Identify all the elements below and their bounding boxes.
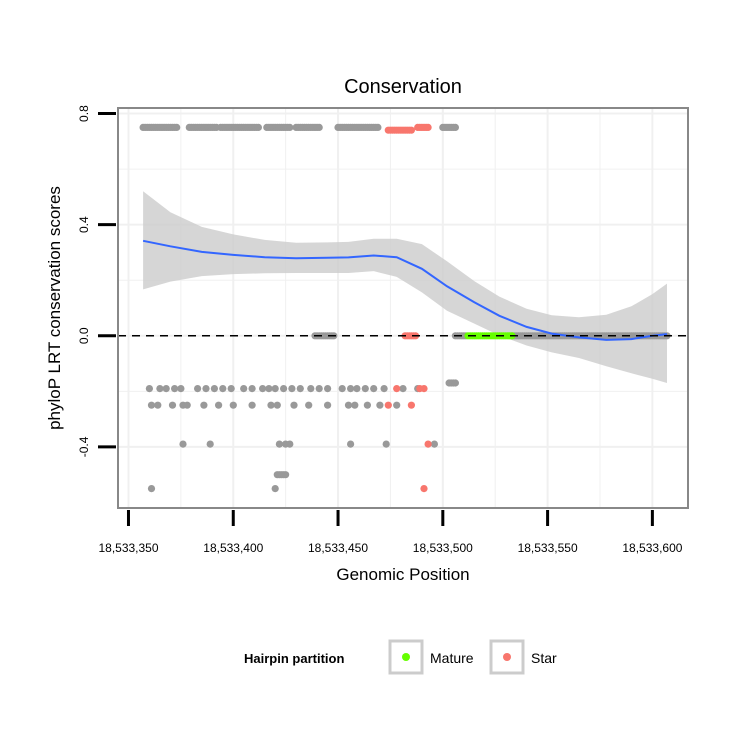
data-point-other bbox=[282, 471, 290, 479]
data-point-other bbox=[290, 401, 298, 409]
data-point-other bbox=[315, 385, 323, 393]
data-point-other bbox=[171, 385, 179, 393]
data-point-star bbox=[407, 126, 415, 134]
y-tick-label: 0.4 bbox=[77, 216, 91, 233]
data-point-other bbox=[380, 385, 388, 393]
data-point-other bbox=[374, 123, 382, 131]
data-point-other bbox=[183, 401, 191, 409]
data-point-other bbox=[451, 379, 459, 387]
data-point-other bbox=[347, 440, 355, 448]
data-point-star bbox=[420, 385, 428, 393]
data-point-other bbox=[200, 401, 208, 409]
data-point-other bbox=[259, 385, 267, 393]
x-tick-label: 18,533,500 bbox=[413, 541, 473, 555]
data-point-other bbox=[363, 401, 371, 409]
data-point-other bbox=[206, 440, 214, 448]
data-point-other bbox=[347, 385, 355, 393]
data-point-other bbox=[267, 401, 275, 409]
smooth-line bbox=[142, 239, 668, 341]
data-point-other bbox=[202, 385, 210, 393]
data-point-other bbox=[229, 401, 237, 409]
data-point-star bbox=[424, 123, 432, 131]
data-point-other bbox=[154, 401, 162, 409]
data-point-other bbox=[361, 385, 369, 393]
data-point-other bbox=[194, 385, 202, 393]
data-point-other bbox=[376, 401, 384, 409]
data-point-other bbox=[305, 401, 313, 409]
legend-label-mature: Mature bbox=[430, 650, 474, 666]
data-point-other bbox=[315, 123, 323, 131]
plot-panel-border bbox=[117, 107, 689, 509]
data-point-other bbox=[248, 401, 256, 409]
data-point-other bbox=[280, 385, 288, 393]
x-tick-label: 18,533,600 bbox=[622, 541, 682, 555]
legend-dot-mature bbox=[402, 653, 410, 661]
data-point-other bbox=[296, 385, 304, 393]
chart-title: Conservation bbox=[344, 76, 462, 98]
data-point-star bbox=[420, 485, 428, 493]
y-tick-label: 0.8 bbox=[77, 105, 91, 122]
data-point-other bbox=[147, 485, 156, 493]
data-point-other bbox=[344, 401, 353, 409]
x-tick-label: 18,533,400 bbox=[203, 541, 263, 555]
x-tick-label: 18,533,550 bbox=[518, 541, 578, 555]
smooth-line-layer bbox=[118, 239, 688, 341]
data-point-other bbox=[271, 385, 279, 393]
data-point-star bbox=[384, 401, 392, 409]
data-point-other bbox=[173, 123, 181, 131]
data-point-other bbox=[240, 385, 248, 393]
data-point-other bbox=[177, 385, 185, 393]
data-point-other bbox=[248, 385, 256, 393]
x-tick-label: 18,533,350 bbox=[98, 541, 158, 555]
legend-dot-star bbox=[503, 653, 511, 661]
data-point-other bbox=[156, 385, 164, 393]
data-point-other bbox=[275, 440, 283, 448]
data-point-other bbox=[288, 385, 296, 393]
data-point-star bbox=[393, 385, 401, 393]
data-point-other bbox=[351, 401, 359, 409]
data-point-other bbox=[273, 401, 281, 409]
data-point-other bbox=[271, 485, 279, 493]
data-point-other bbox=[307, 385, 315, 393]
data-point-other bbox=[219, 385, 227, 393]
plot-panel bbox=[118, 108, 688, 508]
x-axis-title: Genomic Position bbox=[336, 565, 469, 584]
y-tick-label: -0.4 bbox=[77, 436, 91, 457]
legend-key-star bbox=[489, 639, 525, 675]
data-point-other bbox=[286, 123, 294, 131]
data-point-other bbox=[168, 401, 177, 409]
data-point-other bbox=[147, 401, 156, 409]
data-point-star bbox=[407, 401, 415, 409]
data-point-other bbox=[215, 401, 223, 409]
y-tick-label: 0.0 bbox=[77, 327, 91, 344]
data-point-other bbox=[210, 385, 218, 393]
data-point-other bbox=[324, 401, 332, 409]
data-point-other bbox=[179, 440, 187, 448]
x-tick-label: 18,533,450 bbox=[308, 541, 368, 555]
data-points-layer bbox=[139, 123, 671, 493]
data-point-other bbox=[227, 385, 235, 393]
axes: -0.4 0.0 0.4 0.8 18,533,350 18,533,400 18,533,… bbox=[77, 105, 683, 555]
data-point-other bbox=[145, 385, 153, 393]
legend-label-star: Star bbox=[531, 650, 557, 666]
data-point-other bbox=[162, 385, 170, 393]
data-point-other bbox=[265, 385, 273, 393]
y-axis-title: phyloP LRT conservation scores bbox=[45, 186, 64, 430]
legend: Hairpin partition Mature Star bbox=[244, 639, 557, 675]
legend-title: Hairpin partition bbox=[244, 651, 344, 666]
data-point-other bbox=[370, 385, 378, 393]
data-point-other bbox=[451, 123, 459, 131]
data-point-other bbox=[324, 385, 332, 393]
data-point-other bbox=[353, 385, 361, 393]
data-point-other bbox=[286, 440, 294, 448]
data-point-star bbox=[424, 440, 432, 448]
data-point-other bbox=[382, 440, 390, 448]
data-point-other bbox=[338, 385, 346, 393]
data-point-other bbox=[393, 401, 401, 409]
data-point-other bbox=[399, 385, 407, 393]
data-point-other bbox=[430, 440, 438, 448]
data-point-other bbox=[254, 123, 262, 131]
